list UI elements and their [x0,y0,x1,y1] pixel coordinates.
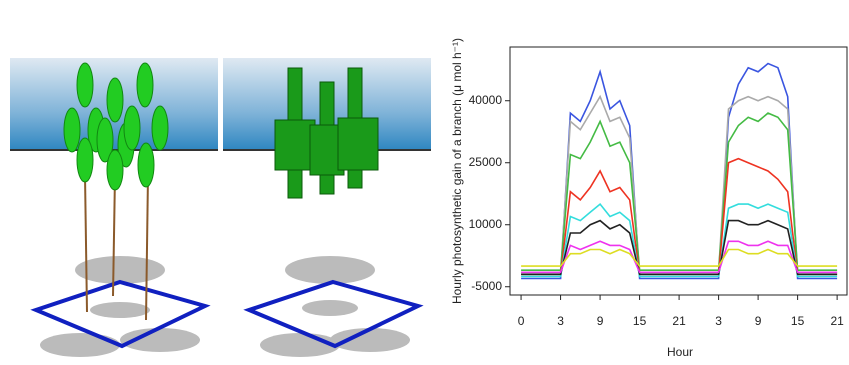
x-tick-label: 9 [597,314,604,328]
plot-frame [509,46,848,296]
series-line [521,248,838,267]
x-tick-label: 21 [830,314,844,328]
x-tick-label: 3 [557,314,564,328]
x-tick-label: 9 [755,314,762,328]
y-tick-label: 40000 [469,93,503,107]
x-axis-label: Hour [667,345,693,359]
series-line [521,62,838,280]
render-panel-2 [223,58,431,357]
chart: Hourly photosynthetic gain of a branch (… [450,38,848,359]
x-tick-label: 21 [672,314,686,328]
y-tick-label: 10000 [469,217,503,231]
x-tick-label: 3 [715,314,722,328]
x-tick-label: 15 [633,314,647,328]
series-line [521,112,838,272]
render-panel-1 [10,58,218,357]
y-tick-label: -5000 [471,279,502,293]
y-axis-label: Hourly photosynthetic gain of a branch (… [450,38,464,304]
series-line [521,202,838,278]
x-tick-label: 15 [791,314,805,328]
series-line [521,240,838,274]
series-line [521,219,838,276]
x-tick-label: 0 [518,314,525,328]
y-tick-label: 25000 [469,155,503,169]
